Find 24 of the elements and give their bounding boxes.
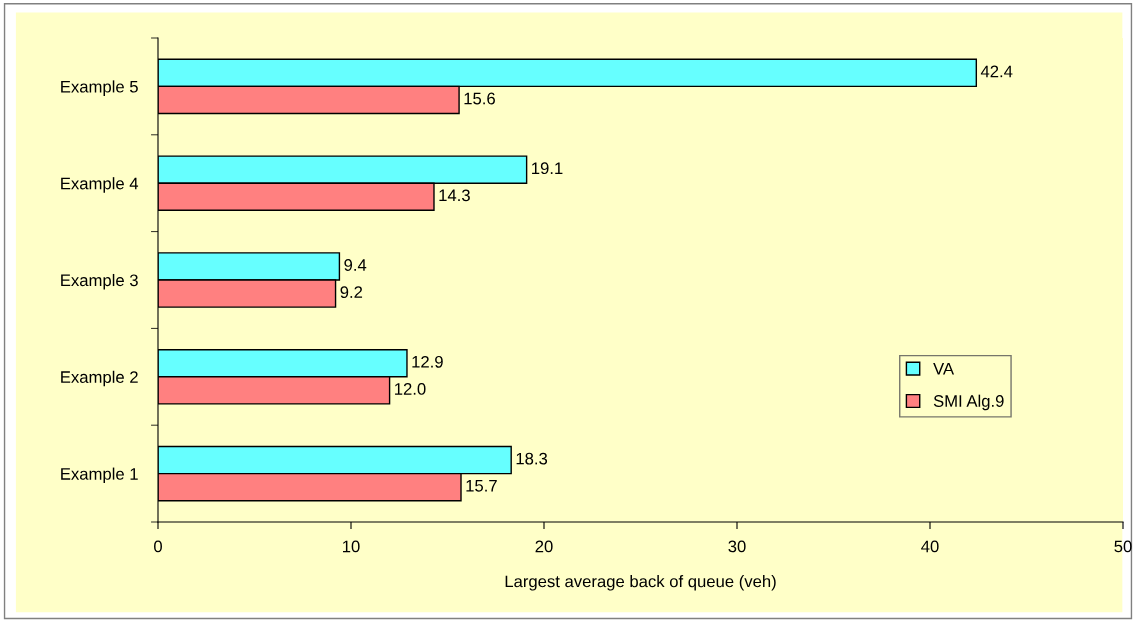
data-label: 12.9 <box>412 355 443 368</box>
y-tick-label: Example 4 <box>61 177 139 193</box>
y-tick-label: Example 2 <box>61 370 138 387</box>
data-label: 12.0 <box>395 383 426 395</box>
legend-label: SMI Alg.9 <box>933 394 1004 411</box>
data-label: 14.3 <box>439 189 470 202</box>
y-tick-label: Example 3 <box>61 273 138 290</box>
y-tick-label: Example 5 <box>61 80 138 96</box>
data-label: 19.1 <box>532 162 563 175</box>
y-tick-label: Example 1 <box>61 467 138 484</box>
data-label: 42.4 <box>980 65 1013 78</box>
data-label: 9.4 <box>344 259 367 271</box>
x-tick-label: 0 <box>154 540 162 553</box>
legend-label: VA <box>933 362 955 375</box>
x-tick-label: 40 <box>921 540 939 553</box>
x-tick-label: 20 <box>535 540 553 553</box>
data-label: 18.3 <box>516 452 548 465</box>
x-tick-label: 30 <box>728 540 746 553</box>
data-label: 9.2 <box>340 286 363 299</box>
x-tick-label: 50 <box>1114 540 1132 553</box>
x-tick-label: 10 <box>343 540 360 553</box>
data-label: 15.6 <box>464 92 495 105</box>
x-axis-title: Largest average back of queue (veh) <box>505 575 776 591</box>
data-label: 15.7 <box>466 480 497 492</box>
